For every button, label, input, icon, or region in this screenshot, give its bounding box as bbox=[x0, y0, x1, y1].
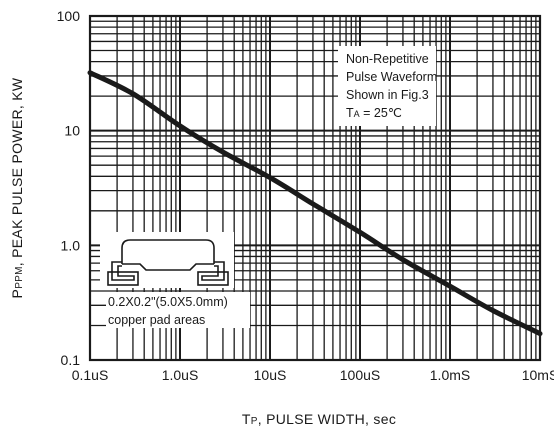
right-lead bbox=[201, 261, 225, 281]
ta-symbol: T bbox=[346, 106, 354, 120]
x-tick-label: 100uS bbox=[340, 367, 380, 383]
x-axis-title-symbol: T bbox=[242, 411, 251, 427]
pad-label-bg bbox=[106, 292, 250, 328]
conditions-line-1: Non-Repetitive bbox=[346, 52, 429, 66]
conditions-line-4: TA = 25℃ bbox=[346, 106, 402, 120]
conditions-annotation: Non-Repetitive Pulse Waveform Shown in F… bbox=[338, 46, 437, 126]
pad-label-line-1: 0.2X0.2"(5.0X5.0mm) bbox=[108, 295, 228, 309]
left-pad bbox=[107, 271, 139, 286]
x-tick-label: 1.0mS bbox=[430, 367, 470, 383]
conditions-line-2: Pulse Waveform bbox=[346, 70, 437, 84]
pad-annotation: 0.2X0.2"(5.0X5.0mm) copper pad areas bbox=[100, 232, 250, 328]
x-axis-title-sub: P bbox=[251, 416, 258, 427]
right-pad bbox=[197, 271, 229, 286]
tick-labels: 0.1uS 1.0uS 10uS 100uS 1.0mS 10mS 0.1 1.0 10 100 bbox=[57, 8, 554, 383]
left-lead bbox=[111, 261, 135, 281]
package-base bbox=[122, 263, 214, 271]
plot-frame bbox=[88, 14, 542, 362]
x-tick-label: 1.0uS bbox=[162, 367, 199, 383]
y-axis-title-sub: PPM bbox=[14, 266, 25, 289]
x-tick-label: 10mS bbox=[522, 367, 554, 383]
conditions-box bbox=[338, 46, 436, 126]
pad-label-line-2: copper pad areas bbox=[108, 313, 205, 327]
celsius-unit: ℃ bbox=[388, 106, 402, 120]
y-tick-label: 0.1 bbox=[61, 352, 81, 368]
package-body bbox=[121, 239, 215, 264]
pulse-power-curve bbox=[87, 70, 543, 337]
x-tick-label: 10uS bbox=[254, 367, 287, 383]
y-axis-title-text: , PEAK PULSE POWER, KW bbox=[9, 77, 25, 266]
y-axis-title: PPPM, PEAK PULSE POWER, KW bbox=[9, 77, 25, 298]
x-axis-title-text: , PULSE WIDTH, sec bbox=[258, 411, 396, 427]
y-axis-title-symbol: P bbox=[9, 289, 25, 299]
data-series bbox=[87, 70, 543, 337]
y-tick-label: 1.0 bbox=[61, 237, 81, 253]
y-tick-label: 10 bbox=[64, 123, 80, 139]
conditions-line-3: Shown in Fig.3 bbox=[346, 88, 429, 102]
ta-subscript: A bbox=[354, 109, 360, 119]
x-axis-title: TP, PULSE WIDTH, sec bbox=[242, 411, 396, 427]
package-outline-icon bbox=[107, 239, 229, 286]
y-tick-label: 100 bbox=[57, 8, 81, 24]
x-tick-label: 0.1uS bbox=[72, 367, 109, 383]
ta-value: = 25 bbox=[360, 106, 388, 120]
